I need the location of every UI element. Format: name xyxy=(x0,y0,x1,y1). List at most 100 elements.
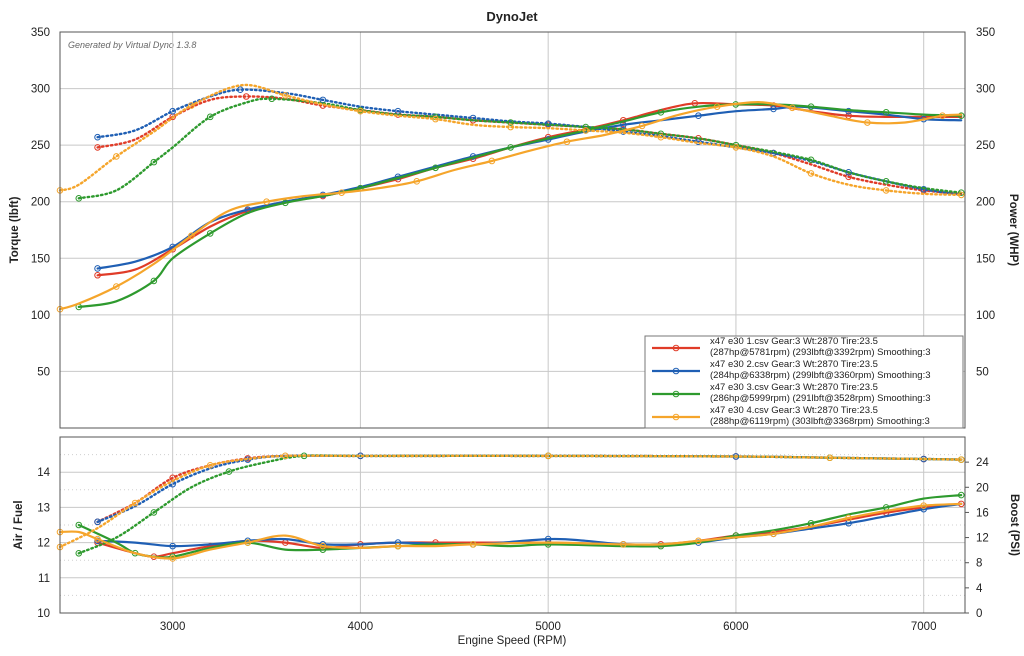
torque-series-4-point xyxy=(582,127,590,134)
air-fuel-series-1-line xyxy=(96,502,963,558)
boost-series-3-point xyxy=(150,509,158,516)
legend-detail-3: (286hp@5999rpm) (291lbft@3528rpm) Smooth… xyxy=(710,393,931,404)
power-tick-label: 300 xyxy=(976,84,995,96)
power-tick-label: 150 xyxy=(976,253,995,265)
air-fuel-series-4-point xyxy=(920,502,927,509)
power-series-2-line xyxy=(96,105,963,270)
legend-marker-2 xyxy=(672,367,680,375)
torque-series-1-point xyxy=(845,173,852,181)
torque-series-2-point xyxy=(169,107,176,115)
x-tick-label: 5000 xyxy=(535,621,561,633)
power-tick-label: 250 xyxy=(976,140,995,152)
power-series-3-point xyxy=(432,164,439,172)
torque-series-1-point xyxy=(94,144,101,151)
watermark-text: Generated by Virtual Dyno 1.3.8 xyxy=(68,40,196,50)
power-series-1-line xyxy=(96,101,963,277)
legend-name-4: x47 e30 4.csv Gear:3 Wt:2870 Tire:23.5 xyxy=(710,405,878,416)
boost-series-4-line xyxy=(58,454,963,549)
power-series-3-point xyxy=(206,230,214,237)
boost-series-3-line xyxy=(77,454,963,555)
power-tick-label: 350 xyxy=(976,27,995,39)
legend-name-1: x47 e30 1.csv Gear:3 Wt:2870 Tire:23.5 xyxy=(710,336,878,347)
torque-series-4-point xyxy=(282,92,289,99)
torque-series-4-point xyxy=(113,153,120,160)
torque-tick-label: 150 xyxy=(31,253,50,265)
legend-name-3: x47 e30 3.csv Gear:3 Wt:2870 Tire:23.5 xyxy=(710,382,878,393)
top-plot-tick-labels: 50 100 150 200 250 300 350 50 100 150 200 250 300 350 xyxy=(31,27,995,378)
boost-tick-label: 8 xyxy=(976,558,982,570)
power-series-4-point xyxy=(113,283,120,290)
air-fuel-series-2-line xyxy=(96,502,963,548)
torque-series-4-point xyxy=(807,170,815,177)
air-fuel-tick-label: 13 xyxy=(37,502,50,514)
boost-series-4-point xyxy=(282,452,289,460)
air-fuel-series-4-point xyxy=(394,542,402,550)
power-series-3-line xyxy=(77,103,963,308)
torque-series-4-point xyxy=(657,133,665,141)
torque-series-3-point xyxy=(957,189,965,196)
boost-series-1-line xyxy=(96,454,963,524)
legend-marker-1 xyxy=(672,344,680,352)
power-series-2-point xyxy=(770,105,777,113)
power-series-3-point xyxy=(507,144,514,151)
bottom-plot-series xyxy=(56,452,965,562)
torque-series-3-point xyxy=(150,158,158,166)
air-fuel-tick-label: 11 xyxy=(38,573,50,585)
air-fuel-series-4-point xyxy=(695,537,702,545)
torque-series-4-point xyxy=(882,187,890,194)
torque-series-3-line xyxy=(77,97,963,200)
power-series-4-point xyxy=(263,198,270,206)
power-series-3-point xyxy=(150,277,158,285)
torque-series-3-point xyxy=(507,119,514,126)
chart-title: DynoJet xyxy=(486,9,538,24)
boost-series-4-point xyxy=(206,461,214,469)
boost-series-4-point xyxy=(957,456,965,463)
boost-series-2-line xyxy=(96,454,963,524)
torque-series-4-point xyxy=(507,123,514,131)
torque-series-3-point xyxy=(807,156,815,164)
torque-tick-label: 200 xyxy=(31,197,50,209)
x-tick-label: 7000 xyxy=(911,621,937,633)
power-series-4-point xyxy=(413,178,421,185)
boost-axis-label: Boost (PSI) xyxy=(1008,494,1020,556)
air-fuel-tick-label: 10 xyxy=(37,608,50,620)
air-fuel-series-4-point xyxy=(169,555,176,562)
power-series-4-point xyxy=(638,122,646,130)
air-fuel-series-2-point xyxy=(169,542,176,550)
torque-tick-label: 350 xyxy=(31,27,50,39)
air-fuel-series-4-point xyxy=(619,541,627,548)
power-series-3-point xyxy=(807,103,815,110)
torque-series-4-point xyxy=(957,191,965,199)
air-fuel-series-3-point xyxy=(75,521,83,529)
torque-tick-label: 50 xyxy=(37,366,50,378)
power-tick-label: 50 xyxy=(976,366,989,378)
bottom-plot-tick-labels: 3000 4000 5000 6000 7000 10 11 12 13 14 0 4 8 12 16 20 2… xyxy=(37,457,989,633)
legend-detail-1: (287hp@5781rpm) (293lbft@3392rpm) Smooth… xyxy=(710,347,931,358)
torque-series-2-point xyxy=(544,120,552,127)
air-fuel-tick-label: 14 xyxy=(37,467,50,479)
power-series-3-point xyxy=(657,109,665,116)
power-series-4-point xyxy=(188,232,195,239)
power-series-4-line xyxy=(58,100,963,311)
air-fuel-series-4-point xyxy=(319,542,327,550)
power-axis-label: Power (WHP) xyxy=(1007,194,1019,266)
torque-series-4-point xyxy=(732,144,740,151)
power-series-4-point xyxy=(788,104,796,112)
boost-tick-label: 24 xyxy=(976,457,989,469)
power-series-4-point xyxy=(488,157,496,165)
legend-detail-2: (284hp@6338rpm) (299lbft@3360rpm) Smooth… xyxy=(710,370,931,381)
torque-series-3-point xyxy=(882,178,890,185)
x-tick-label: 4000 xyxy=(348,621,374,633)
boost-series-3-point xyxy=(225,468,233,475)
boost-tick-label: 4 xyxy=(976,583,983,595)
power-series-1-point xyxy=(94,271,101,279)
torque-series-3-point xyxy=(75,195,83,202)
legend-marker-4 xyxy=(672,413,680,421)
boost-series-4-point xyxy=(544,452,552,460)
air-fuel-series-4-point xyxy=(244,539,252,546)
boost-tick-label: 12 xyxy=(976,533,989,545)
torque-series-4-point xyxy=(188,102,195,109)
power-series-4-point xyxy=(563,138,571,146)
power-series-4-point xyxy=(338,189,345,196)
